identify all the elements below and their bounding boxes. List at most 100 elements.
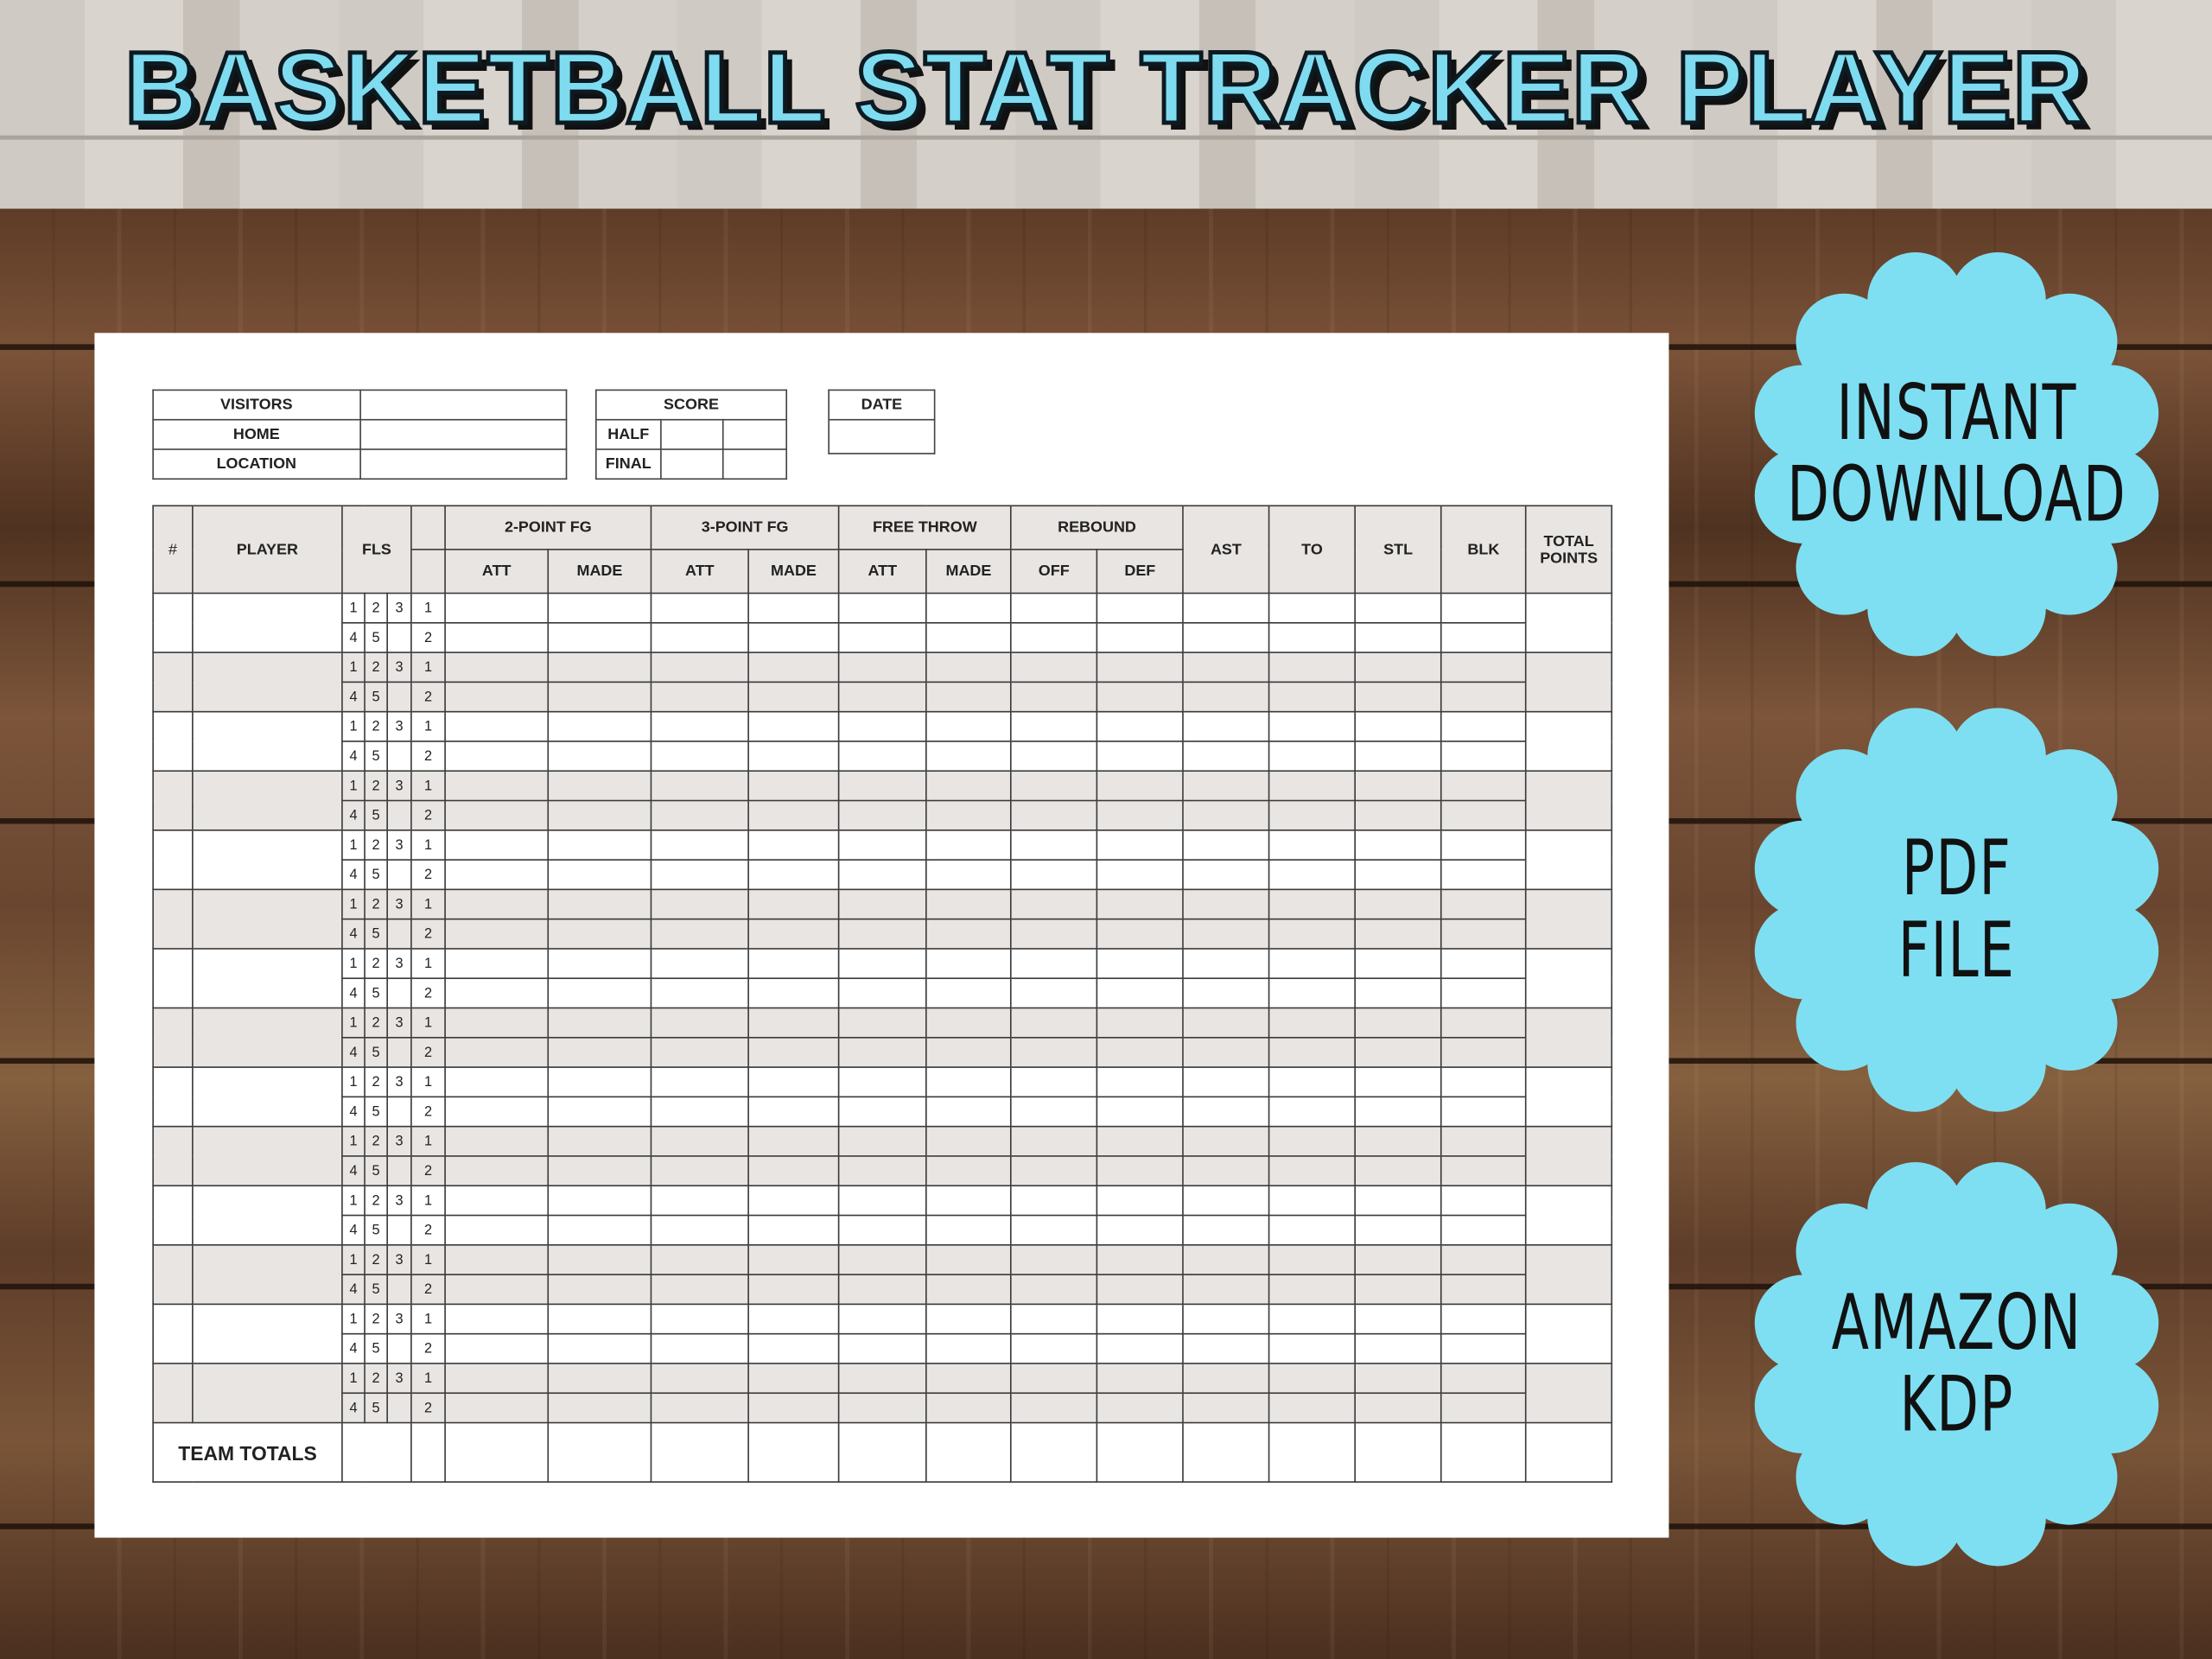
cell-blk[interactable]: [1440, 1125, 1527, 1157]
foul-box[interactable]: 2: [410, 741, 446, 772]
cell-ft-made[interactable]: [925, 1185, 1012, 1217]
player-name-cell[interactable]: [192, 1363, 343, 1424]
team-3pt-made[interactable]: [747, 1421, 840, 1483]
team-2pt-made[interactable]: [547, 1421, 652, 1483]
cell-blk[interactable]: [1440, 681, 1527, 713]
total-points-cell[interactable]: [1525, 1066, 1613, 1128]
cell-ft-att[interactable]: [837, 918, 927, 950]
foul-box[interactable]: 2: [364, 829, 388, 861]
cell-3pt-made[interactable]: [747, 859, 840, 891]
total-points-cell[interactable]: [1525, 652, 1613, 713]
foul-box[interactable]: 1: [341, 1243, 365, 1275]
foul-box[interactable]: [386, 1392, 412, 1424]
foul-box[interactable]: 1: [410, 1007, 446, 1039]
cell-blk[interactable]: [1440, 888, 1527, 920]
cell-to[interactable]: [1268, 948, 1357, 980]
foul-box[interactable]: 1: [341, 1007, 365, 1039]
cell-2pt-att[interactable]: [444, 1185, 550, 1217]
cell-2pt-att[interactable]: [444, 888, 550, 920]
cell-blk[interactable]: [1440, 1274, 1527, 1306]
cell-ast[interactable]: [1182, 652, 1270, 683]
cell-3pt-made[interactable]: [747, 1363, 840, 1395]
cell-reb-off[interactable]: [1010, 977, 1098, 1009]
cell-2pt-att[interactable]: [444, 829, 550, 861]
foul-box[interactable]: 2: [364, 592, 388, 624]
foul-box[interactable]: 2: [410, 681, 446, 713]
cell-3pt-made[interactable]: [747, 1185, 840, 1217]
cell-2pt-made[interactable]: [547, 1036, 652, 1068]
cell-3pt-att[interactable]: [650, 1243, 750, 1275]
cell-reb-off[interactable]: [1010, 1243, 1098, 1275]
cell-ft-att[interactable]: [837, 621, 927, 653]
cell-reb-off[interactable]: [1010, 1155, 1098, 1187]
cell-to[interactable]: [1268, 1243, 1357, 1275]
foul-box[interactable]: 1: [410, 1303, 446, 1335]
cell-3pt-att[interactable]: [650, 829, 750, 861]
cell-stl[interactable]: [1354, 1155, 1442, 1187]
cell-3pt-att[interactable]: [650, 799, 750, 831]
cell-reb-off[interactable]: [1010, 1303, 1098, 1335]
cell-blk[interactable]: [1440, 1096, 1527, 1128]
foul-box[interactable]: 1: [341, 1303, 365, 1335]
player-name-cell[interactable]: [192, 710, 343, 772]
cell-3pt-made[interactable]: [747, 652, 840, 683]
foul-box[interactable]: 1: [410, 1125, 446, 1157]
cell-ft-made[interactable]: [925, 1125, 1012, 1157]
cell-3pt-att[interactable]: [650, 1007, 750, 1039]
cell-reb-def[interactable]: [1096, 770, 1184, 802]
cell-blk[interactable]: [1440, 1036, 1527, 1068]
cell-ast[interactable]: [1182, 1332, 1270, 1364]
cell-ft-att[interactable]: [837, 770, 927, 802]
cell-ft-att[interactable]: [837, 977, 927, 1009]
foul-box[interactable]: 2: [410, 859, 446, 891]
cell-to[interactable]: [1268, 918, 1357, 950]
cell-3pt-att[interactable]: [650, 977, 750, 1009]
cell-2pt-att[interactable]: [444, 1332, 550, 1364]
cell-2pt-att[interactable]: [444, 1392, 550, 1424]
cell-2pt-made[interactable]: [547, 652, 652, 683]
cell-ft-att[interactable]: [837, 1392, 927, 1424]
cell-3pt-att[interactable]: [650, 1125, 750, 1157]
cell-ft-made[interactable]: [925, 1155, 1012, 1187]
foul-box[interactable]: [386, 621, 412, 653]
cell-3pt-att[interactable]: [650, 681, 750, 713]
cell-ft-att[interactable]: [837, 1363, 927, 1395]
cell-ast[interactable]: [1182, 710, 1270, 742]
cell-2pt-att[interactable]: [444, 1096, 550, 1128]
cell-3pt-att[interactable]: [650, 918, 750, 950]
cell-2pt-made[interactable]: [547, 1155, 652, 1187]
foul-box[interactable]: [386, 681, 412, 713]
cell-ft-att[interactable]: [837, 948, 927, 980]
cell-2pt-made[interactable]: [547, 741, 652, 772]
foul-box[interactable]: 1: [410, 710, 446, 742]
cell-3pt-made[interactable]: [747, 1155, 840, 1187]
cell-3pt-made[interactable]: [747, 1036, 840, 1068]
cell-ast[interactable]: [1182, 741, 1270, 772]
foul-box[interactable]: 2: [364, 1303, 388, 1335]
player-name-cell[interactable]: [192, 1185, 343, 1246]
cell-reb-def[interactable]: [1096, 859, 1184, 891]
cell-stl[interactable]: [1354, 592, 1442, 624]
foul-box[interactable]: 5: [364, 977, 388, 1009]
cell-ast[interactable]: [1182, 592, 1270, 624]
player-name-cell[interactable]: [192, 652, 343, 713]
cell-3pt-made[interactable]: [747, 1096, 840, 1128]
cell-ft-made[interactable]: [925, 1392, 1012, 1424]
cell-ast[interactable]: [1182, 1036, 1270, 1068]
cell-3pt-made[interactable]: [747, 1303, 840, 1335]
cell-reb-off[interactable]: [1010, 592, 1098, 624]
cell-to[interactable]: [1268, 1392, 1357, 1424]
foul-box[interactable]: [386, 977, 412, 1009]
team-blk[interactable]: [1440, 1421, 1527, 1483]
cell-3pt-att[interactable]: [650, 1392, 750, 1424]
foul-box[interactable]: 3: [386, 652, 412, 683]
foul-box[interactable]: 1: [341, 829, 365, 861]
foul-box[interactable]: [386, 741, 412, 772]
team-to[interactable]: [1268, 1421, 1357, 1483]
cell-ft-made[interactable]: [925, 977, 1012, 1009]
foul-box[interactable]: [386, 1332, 412, 1364]
cell-reb-off[interactable]: [1010, 1066, 1098, 1098]
total-points-cell[interactable]: [1525, 1303, 1613, 1364]
foul-box[interactable]: 3: [386, 592, 412, 624]
cell-ast[interactable]: [1182, 1125, 1270, 1157]
